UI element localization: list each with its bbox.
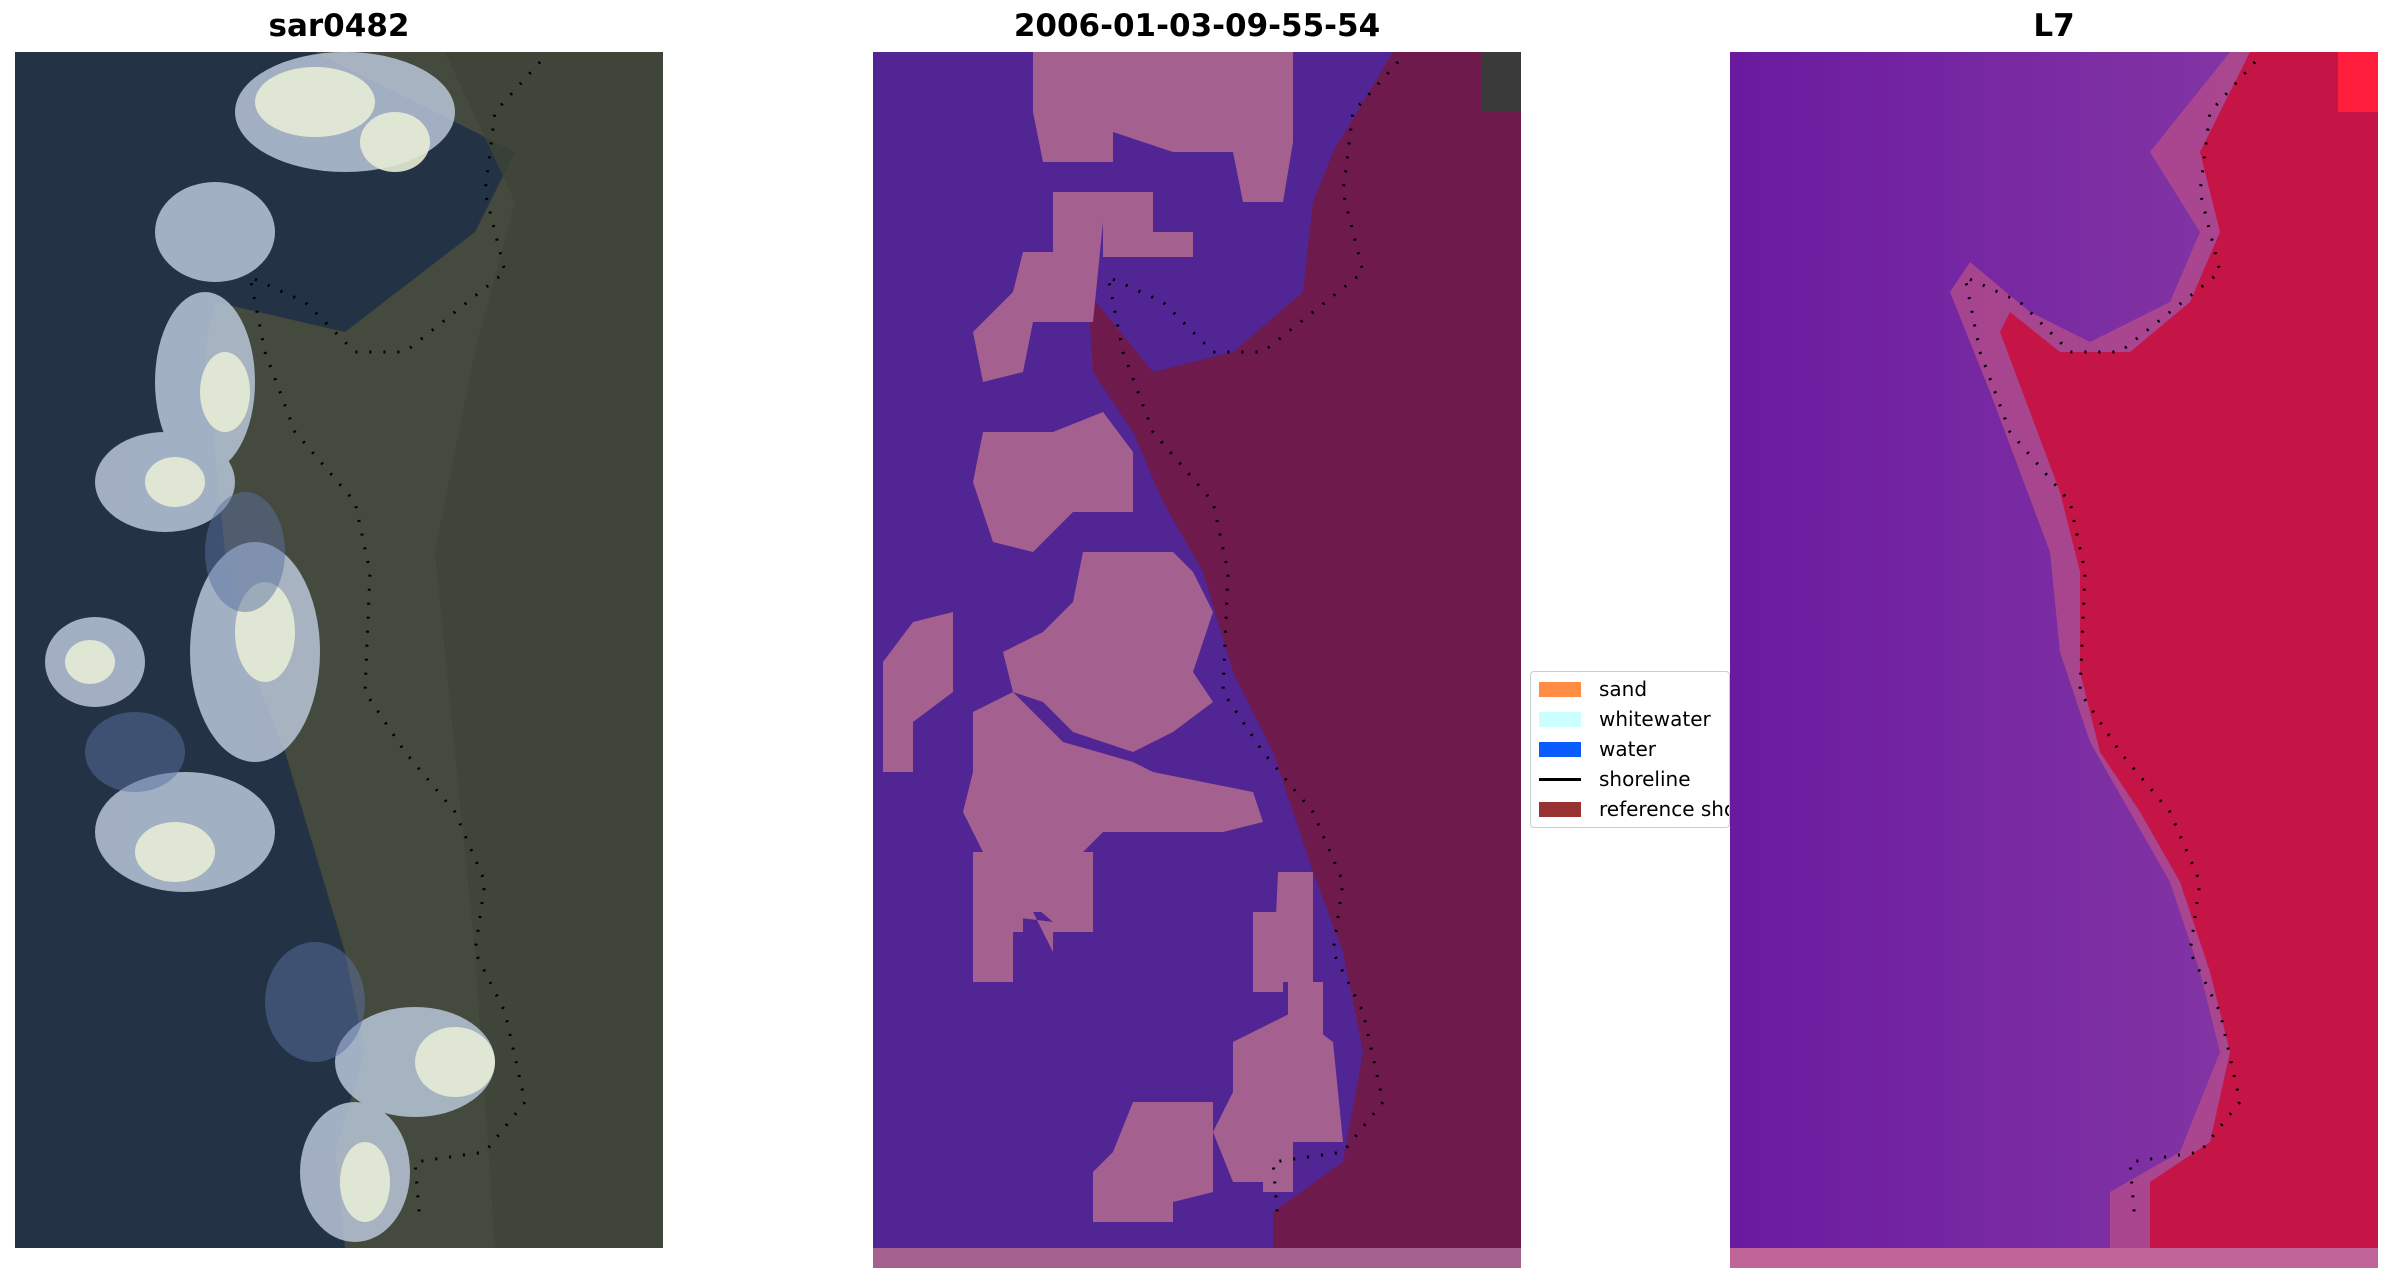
legend-swatch-reference-shoreline <box>1539 801 1581 817</box>
rgb-image <box>15 52 663 1248</box>
legend-label-reference-shoreline: reference shoreline <box>1599 797 1729 821</box>
legend-item-shoreline: shoreline <box>1539 766 1691 792</box>
panel-title-classification: 2006-01-03-09-55-54 <box>1013 8 1381 44</box>
classification-panel <box>873 52 1521 1268</box>
legend-label-whitewater: whitewater <box>1599 707 1711 731</box>
legend-swatch-water <box>1539 741 1581 757</box>
legend-item-water: water <box>1539 736 1656 762</box>
legend: sand whitewater water shoreline referenc… <box>1530 671 1730 828</box>
panel-title-rgb: sar0482 <box>268 8 410 44</box>
rgb-image-panel <box>15 52 663 1248</box>
legend-item-whitewater: whitewater <box>1539 706 1711 732</box>
legend-swatch-sand <box>1539 681 1581 697</box>
legend-swatch-whitewater <box>1539 711 1581 727</box>
legend-item-sand: sand <box>1539 676 1647 702</box>
land-class-regions <box>873 52 1521 1268</box>
legend-item-reference-shoreline: reference shoreline <box>1539 796 1729 822</box>
legend-label-shoreline: shoreline <box>1599 767 1691 791</box>
legend-swatch-shoreline <box>1539 777 1581 781</box>
classification-image <box>873 52 1521 1268</box>
panel-title-index: L7 <box>2033 8 2075 44</box>
index-image <box>1730 52 2378 1268</box>
index-panel <box>1730 52 2378 1268</box>
legend-label-water: water <box>1599 737 1656 761</box>
legend-label-sand: sand <box>1599 677 1648 701</box>
